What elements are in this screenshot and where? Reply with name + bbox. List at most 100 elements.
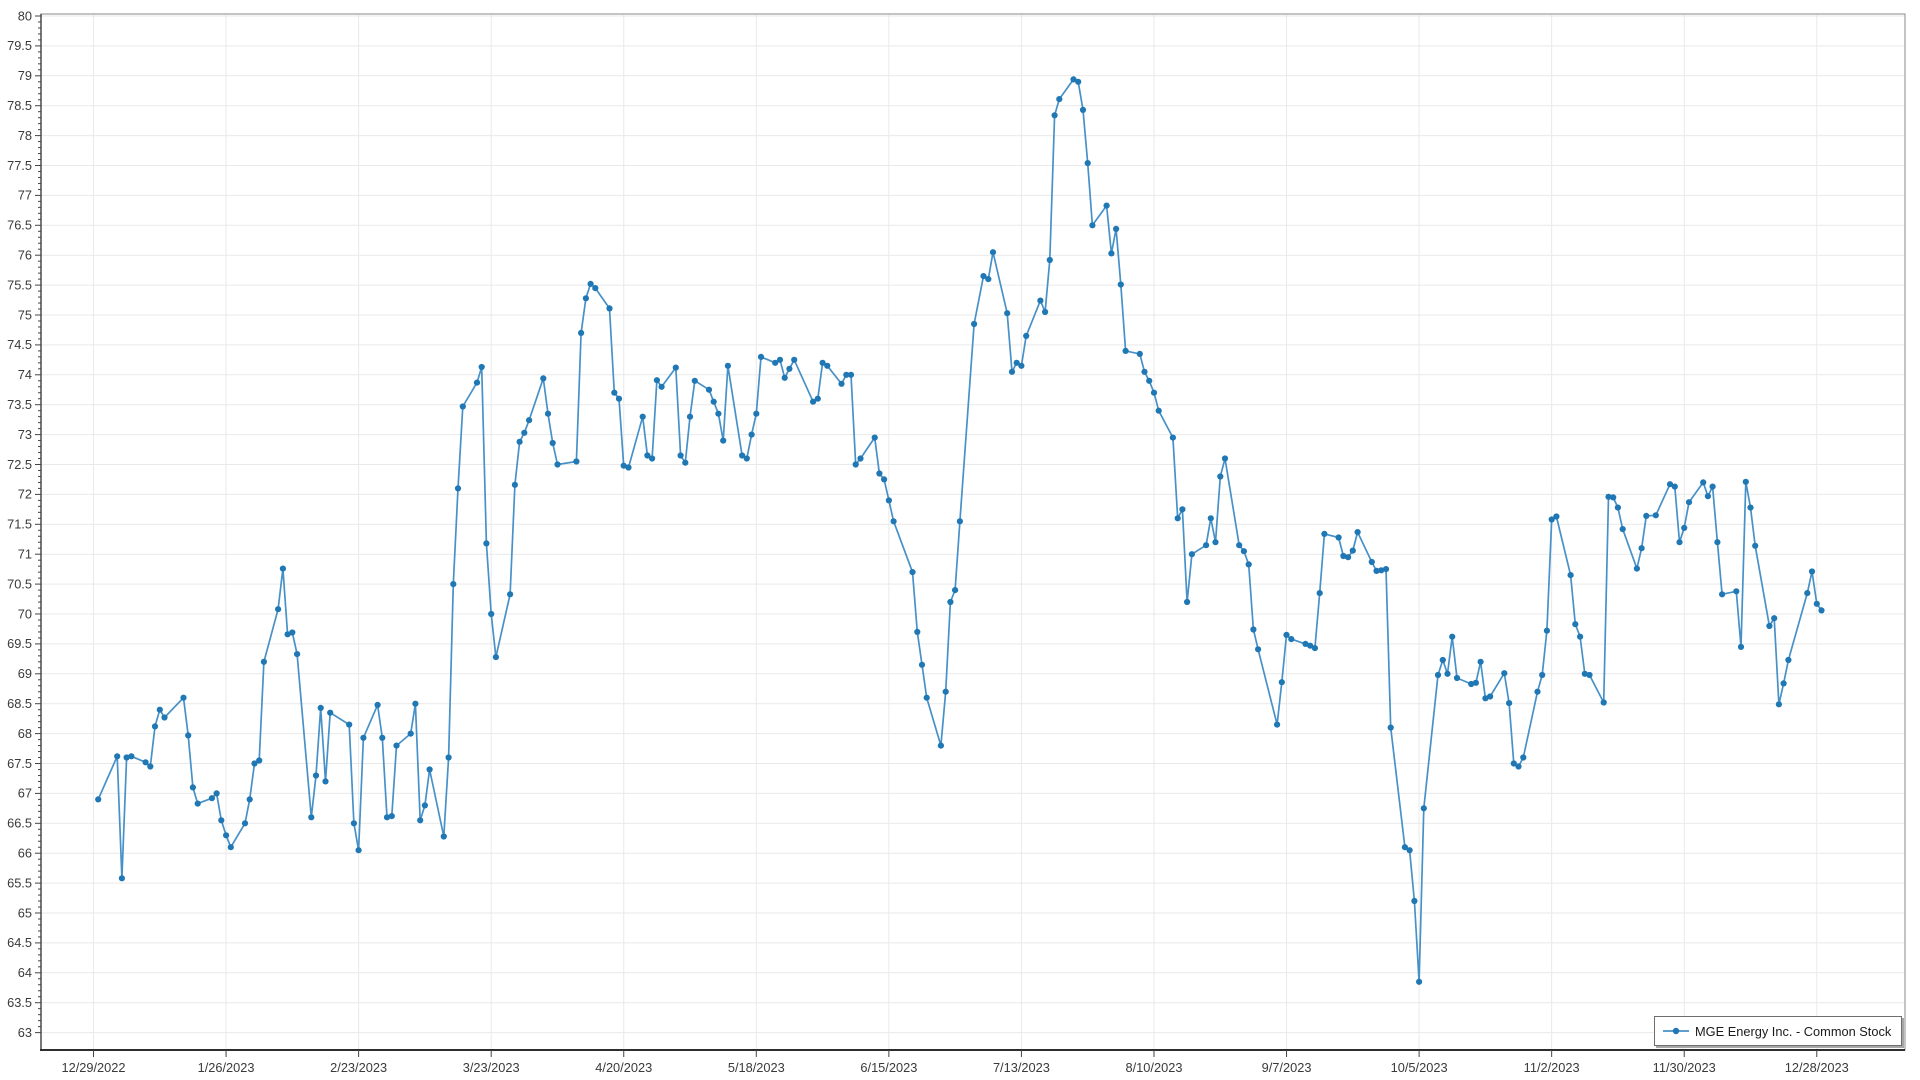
data-point-marker[interactable] (1543, 627, 1550, 634)
data-point-marker[interactable] (1042, 308, 1049, 316)
data-point-marker[interactable] (606, 305, 613, 312)
data-point-marker[interactable] (852, 461, 859, 468)
data-point-marker[interactable] (772, 359, 779, 366)
data-point-marker[interactable] (1037, 297, 1044, 304)
data-point-marker[interactable] (1416, 978, 1423, 985)
data-point-marker[interactable] (118, 875, 125, 882)
data-point-marker[interactable] (871, 434, 878, 441)
data-point-marker[interactable] (1472, 679, 1479, 686)
data-point-marker[interactable] (317, 704, 324, 712)
data-point-marker[interactable] (554, 461, 561, 468)
data-point-marker[interactable] (1013, 359, 1020, 366)
data-point-marker[interactable] (123, 754, 130, 761)
data-point-marker[interactable] (1307, 642, 1314, 649)
data-point-marker[interactable] (1155, 407, 1162, 414)
data-point-marker[interactable] (715, 410, 722, 417)
data-point-marker[interactable] (838, 380, 845, 387)
data-point-marker[interactable] (1179, 506, 1186, 513)
data-point-marker[interactable] (1752, 542, 1759, 549)
data-point-marker[interactable] (374, 701, 381, 709)
data-point-marker[interactable] (1103, 202, 1110, 209)
data-point-marker[interactable] (824, 362, 831, 369)
data-point-marker[interactable] (1581, 670, 1588, 677)
data-point-marker[interactable] (1146, 377, 1153, 384)
data-point-marker[interactable] (1614, 504, 1621, 511)
data-point-marker[interactable] (1070, 76, 1077, 83)
data-point-marker[interactable] (412, 700, 419, 707)
data-point-marker[interactable] (653, 377, 661, 384)
data-point-marker[interactable] (95, 796, 102, 803)
data-point-marker[interactable] (1439, 656, 1446, 664)
data-point-marker[interactable] (757, 353, 765, 360)
data-point-marker[interactable] (611, 389, 618, 396)
data-point-marker[interactable] (1737, 643, 1745, 651)
data-point-marker[interactable] (1506, 700, 1513, 707)
data-point-marker[interactable] (1203, 542, 1210, 549)
data-point-marker[interactable] (1477, 658, 1484, 665)
data-point-marker[interactable] (421, 802, 428, 809)
data-point-marker[interactable] (1510, 760, 1517, 767)
data-point-marker[interactable] (615, 395, 623, 402)
data-point-marker[interactable] (1804, 590, 1811, 597)
data-point-marker[interactable] (473, 379, 481, 386)
data-point-marker[interactable] (1714, 539, 1721, 546)
data-point-marker[interactable] (185, 732, 192, 739)
data-point-marker[interactable] (1278, 679, 1285, 686)
data-point-marker[interactable] (1387, 724, 1394, 731)
data-point-marker[interactable] (1572, 621, 1579, 628)
data-point-marker[interactable] (1302, 640, 1309, 648)
data-point-marker[interactable] (956, 518, 964, 525)
data-point-marker[interactable] (1671, 483, 1678, 490)
data-point-marker[interactable] (227, 844, 234, 851)
data-point-marker[interactable] (677, 452, 684, 459)
data-point-marker[interactable] (180, 694, 187, 701)
data-point-marker[interactable] (639, 413, 646, 420)
data-point-marker[interactable] (393, 742, 400, 749)
data-point-marker[interactable] (1250, 626, 1257, 633)
data-point-marker[interactable] (208, 795, 215, 802)
data-point-marker[interactable] (937, 742, 945, 749)
data-point-marker[interactable] (592, 285, 599, 292)
data-point-marker[interactable] (1818, 607, 1825, 614)
data-point-marker[interactable] (1008, 368, 1016, 375)
data-point-marker[interactable] (450, 581, 457, 588)
data-point-marker[interactable] (1401, 844, 1408, 851)
data-point-marker[interactable] (1771, 615, 1778, 622)
data-point-marker[interactable] (511, 481, 518, 488)
data-point-marker[interactable] (516, 438, 523, 445)
data-point-marker[interactable] (1666, 481, 1674, 488)
data-point-marker[interactable] (1534, 688, 1541, 695)
data-point-marker[interactable] (786, 365, 793, 372)
data-point-marker[interactable] (620, 462, 627, 469)
data-point-marker[interactable] (1487, 693, 1494, 700)
data-point-marker[interactable] (1283, 631, 1290, 639)
data-point-marker[interactable] (649, 455, 656, 462)
data-point-marker[interactable] (294, 651, 301, 658)
data-point-marker[interactable] (128, 753, 135, 760)
data-point-marker[interactable] (151, 723, 159, 730)
data-point-marker[interactable] (1577, 633, 1584, 640)
data-point-marker[interactable] (1122, 347, 1129, 354)
data-point-marker[interactable] (1382, 566, 1390, 573)
data-point-marker[interactable] (1207, 515, 1214, 522)
data-point-marker[interactable] (1117, 281, 1124, 288)
data-point-marker[interactable] (459, 403, 466, 410)
data-point-marker[interactable] (1046, 256, 1053, 264)
data-point-marker[interactable] (1638, 545, 1645, 552)
data-point-marker[interactable] (909, 569, 916, 576)
data-point-marker[interactable] (350, 820, 357, 827)
data-point-marker[interactable] (1704, 493, 1711, 500)
data-point-marker[interactable] (1288, 636, 1295, 643)
data-point-marker[interactable] (1700, 479, 1707, 486)
data-point-marker[interactable] (578, 329, 585, 336)
data-point-marker[interactable] (521, 429, 528, 436)
data-point-marker[interactable] (947, 598, 954, 606)
data-point-marker[interactable] (379, 734, 386, 741)
data-point-marker[interactable] (1548, 516, 1555, 523)
data-point-marker[interactable] (492, 654, 499, 661)
data-point-marker[interactable] (1482, 695, 1489, 702)
data-point-marker[interactable] (1354, 529, 1361, 536)
data-point-marker[interactable] (156, 706, 163, 713)
data-point-marker[interactable] (881, 476, 888, 483)
data-point-marker[interactable] (1089, 222, 1096, 229)
